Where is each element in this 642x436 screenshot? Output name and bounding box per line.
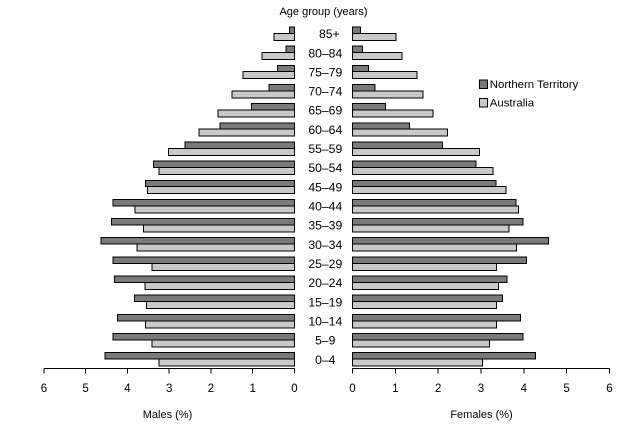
svg-text:Northern Territory: Northern Territory xyxy=(490,79,579,91)
svg-text:35–39: 35–39 xyxy=(308,219,342,233)
svg-text:5–9: 5–9 xyxy=(315,334,336,348)
svg-text:Age group (years): Age group (years) xyxy=(279,6,367,18)
svg-text:5: 5 xyxy=(563,383,569,395)
svg-text:1: 1 xyxy=(249,383,255,395)
svg-text:Australia: Australia xyxy=(490,98,535,110)
svg-text:0–4: 0–4 xyxy=(315,353,336,367)
svg-text:2: 2 xyxy=(208,383,214,395)
svg-text:3: 3 xyxy=(478,383,484,395)
svg-text:Males (%): Males (%) xyxy=(143,409,193,421)
svg-text:1: 1 xyxy=(392,383,398,395)
svg-text:25–29: 25–29 xyxy=(308,257,342,271)
svg-text:2: 2 xyxy=(435,383,441,395)
svg-text:45–49: 45–49 xyxy=(308,180,342,194)
svg-text:6: 6 xyxy=(606,383,612,395)
svg-text:80–84: 80–84 xyxy=(308,46,342,60)
svg-text:55–59: 55–59 xyxy=(308,142,342,156)
svg-text:50–54: 50–54 xyxy=(308,161,342,175)
svg-text:20–24: 20–24 xyxy=(308,276,342,290)
svg-text:4: 4 xyxy=(124,383,131,395)
svg-text:85+: 85+ xyxy=(319,27,340,41)
svg-text:15–19: 15–19 xyxy=(308,295,342,309)
svg-text:70–74: 70–74 xyxy=(308,85,342,99)
svg-text:4: 4 xyxy=(521,383,528,395)
svg-text:40–44: 40–44 xyxy=(308,200,342,214)
svg-text:10–14: 10–14 xyxy=(308,315,342,329)
svg-text:5: 5 xyxy=(82,383,88,395)
svg-text:30–34: 30–34 xyxy=(308,238,342,252)
svg-text:3: 3 xyxy=(166,383,172,395)
svg-text:60–64: 60–64 xyxy=(308,123,342,137)
svg-text:75–79: 75–79 xyxy=(308,65,342,79)
svg-text:0: 0 xyxy=(349,383,355,395)
svg-text:0: 0 xyxy=(291,383,297,395)
svg-text:Females (%): Females (%) xyxy=(450,409,512,421)
svg-text:6: 6 xyxy=(41,383,47,395)
svg-text:65–69: 65–69 xyxy=(308,104,342,118)
